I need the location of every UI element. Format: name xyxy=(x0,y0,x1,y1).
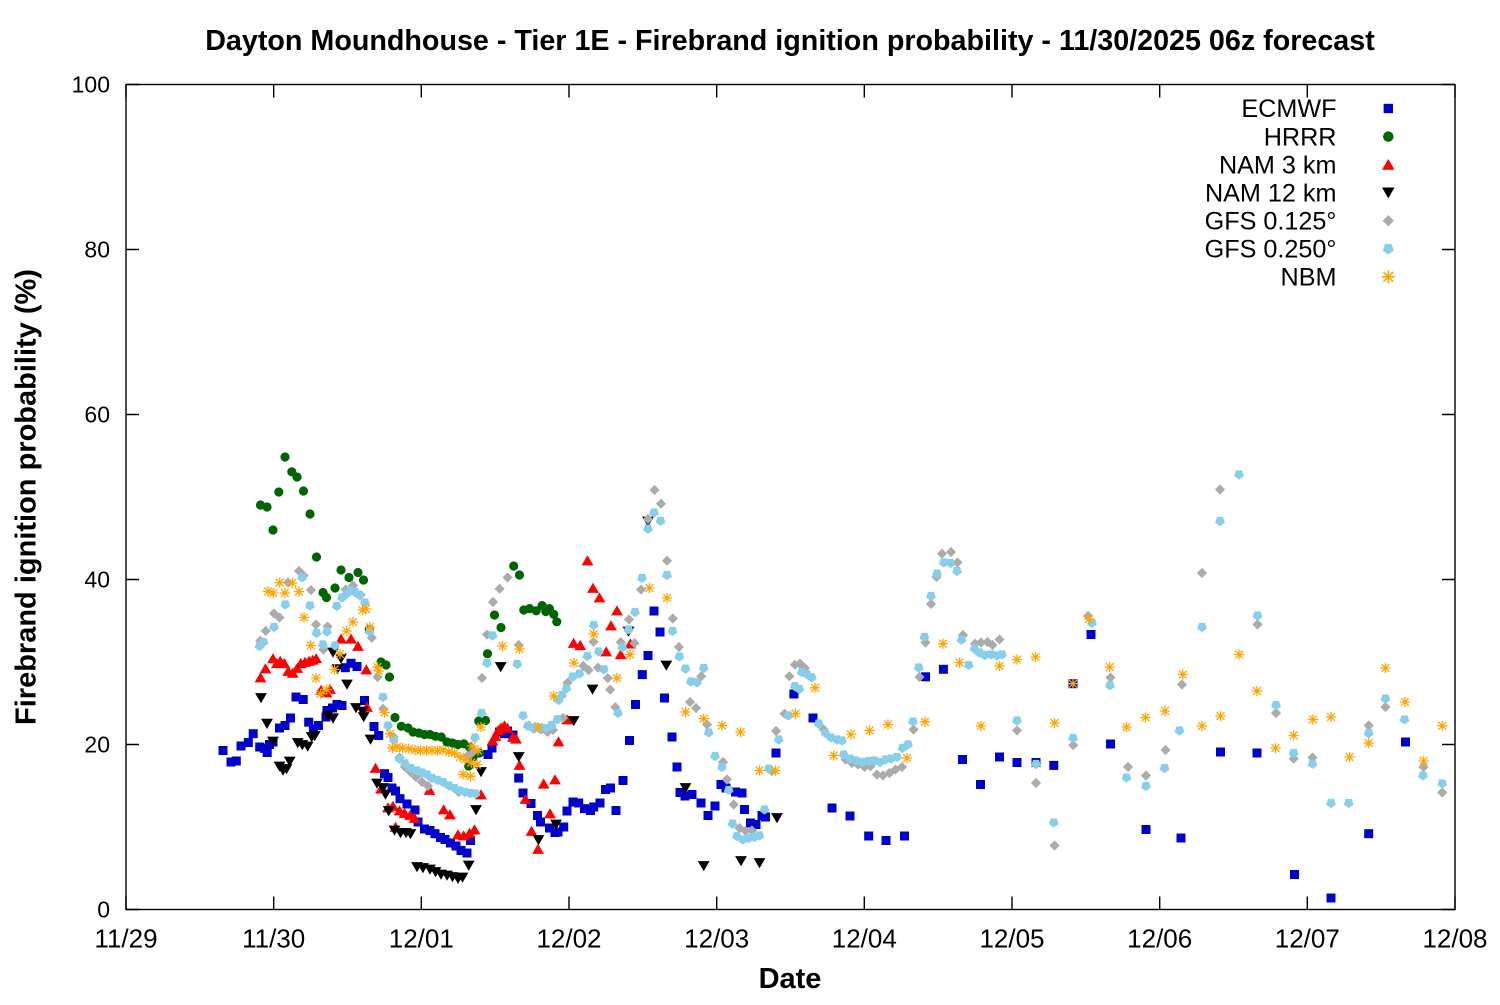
svg-text:11/30: 11/30 xyxy=(242,924,305,954)
svg-text:12/07: 12/07 xyxy=(1275,924,1340,954)
svg-text:12/08: 12/08 xyxy=(1422,924,1487,954)
svg-text:12/01: 12/01 xyxy=(389,924,454,954)
svg-text:100: 100 xyxy=(72,72,110,98)
svg-text:12/02: 12/02 xyxy=(536,924,601,954)
svg-text:HRRR: HRRR xyxy=(1264,123,1337,151)
svg-text:40: 40 xyxy=(84,567,110,593)
svg-text:NAM 12 km: NAM 12 km xyxy=(1205,179,1337,207)
svg-text:12/06: 12/06 xyxy=(1127,924,1192,954)
svg-text:Date: Date xyxy=(759,963,822,995)
svg-text:ECMWF: ECMWF xyxy=(1241,95,1336,123)
svg-text:12/05: 12/05 xyxy=(979,924,1044,954)
svg-text:12/03: 12/03 xyxy=(684,924,749,954)
svg-text:GFS 0.125°: GFS 0.125° xyxy=(1205,207,1337,235)
svg-text:20: 20 xyxy=(84,732,110,758)
svg-text:12/04: 12/04 xyxy=(832,924,897,954)
svg-text:11/29: 11/29 xyxy=(94,924,157,954)
svg-text:Firebrand ignition probability: Firebrand ignition probability (%) xyxy=(11,269,43,725)
svg-text:GFS 0.250°: GFS 0.250° xyxy=(1205,236,1337,264)
svg-text:80: 80 xyxy=(84,237,110,263)
svg-text:0: 0 xyxy=(97,897,110,923)
svg-text:NBM: NBM xyxy=(1281,264,1337,292)
svg-text:60: 60 xyxy=(84,402,110,428)
svg-text:NAM 3 km: NAM 3 km xyxy=(1219,151,1337,179)
svg-text:Dayton Moundhouse - Tier 1E -: Dayton Moundhouse - Tier 1E - Firebrand … xyxy=(205,25,1375,57)
